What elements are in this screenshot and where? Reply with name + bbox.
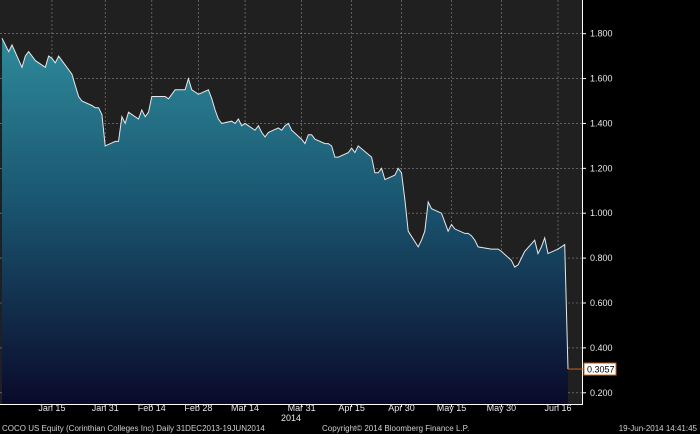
x-tick-label: Jun 16 xyxy=(544,403,571,413)
x-year-label: 2014 xyxy=(281,413,301,423)
x-tick-label: Jan 31 xyxy=(92,403,119,413)
y-axis-ticks: 1.800 1.600 1.400 1.200 1.000 0.800 0.600 0.400… xyxy=(582,29,613,398)
price-chart: 1.800 1.600 1.400 1.200 1.000 0.800 0.600 0.400… xyxy=(0,0,617,423)
y-tick-label: 1.200 xyxy=(590,163,613,173)
y-tick-label: 0.200 xyxy=(590,388,613,398)
y-tick-label: 1.000 xyxy=(590,208,613,218)
price-line xyxy=(1,37,569,370)
y-tick-label: 0.600 xyxy=(590,298,613,308)
y-tick-label: 1.800 xyxy=(590,29,613,39)
x-tick-label: May 15 xyxy=(437,403,467,413)
footer-copyright: Copyright© 2014 Bloomberg Finance L.P. xyxy=(322,424,470,433)
x-axis-ticks: Jan 15 Jan 31 Feb 14 Feb 28 Mar 14 Mar 31 Apr … xyxy=(38,403,571,413)
last-value-label: 0.3057 xyxy=(587,365,615,375)
x-tick-label: Mar 14 xyxy=(231,403,259,413)
x-tick-label: Jan 15 xyxy=(38,403,65,413)
x-tick-label: Apr 30 xyxy=(388,403,415,413)
y-tick-label: 0.400 xyxy=(590,343,613,353)
last-value-marker: 0.3057 xyxy=(568,362,617,376)
x-tick-label: Apr 15 xyxy=(338,403,365,413)
y-tick-label: 1.400 xyxy=(590,118,613,128)
x-tick-label: Mar 31 xyxy=(288,403,316,413)
footer: COCO US Equity (Corinthian Colleges Inc)… xyxy=(0,424,700,434)
price-area xyxy=(2,38,568,404)
footer-security-description: COCO US Equity (Corinthian Colleges Inc)… xyxy=(2,424,265,433)
y-tick-label: 1.600 xyxy=(590,74,613,84)
footer-timestamp: 19-Jun-2014 14:41:45 xyxy=(618,424,697,433)
last-value-box xyxy=(583,362,617,376)
x-tick-label: Feb 14 xyxy=(138,403,166,413)
x-tick-label: May 30 xyxy=(487,403,517,413)
y-tick-label: 0.800 xyxy=(590,253,613,263)
x-tick-label: Feb 28 xyxy=(184,403,212,413)
